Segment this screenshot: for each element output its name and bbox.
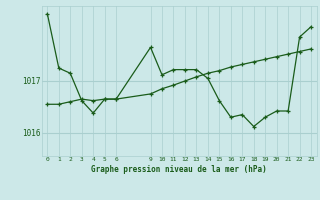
X-axis label: Graphe pression niveau de la mer (hPa): Graphe pression niveau de la mer (hPa) [91, 165, 267, 174]
